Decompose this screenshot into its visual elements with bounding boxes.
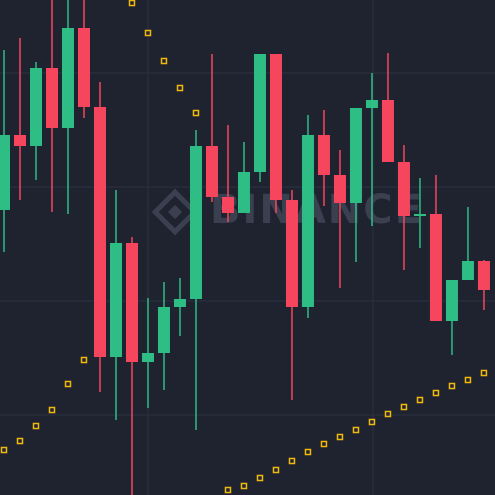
candle-body [173, 299, 186, 307]
sar-dot [32, 422, 40, 430]
sar-dot [160, 57, 168, 65]
candle-body [269, 54, 282, 200]
sar-dot [416, 396, 424, 404]
candle-body [429, 214, 442, 321]
candle-body [381, 100, 394, 162]
candle-body [253, 54, 266, 172]
candle-body [477, 261, 490, 290]
candle-body [45, 68, 58, 128]
sar-dot [16, 437, 24, 445]
candle-body [29, 68, 42, 146]
sar-dot [128, 0, 136, 7]
candle-body [333, 175, 346, 203]
sar-dot [336, 433, 344, 441]
sar-dot [464, 376, 472, 384]
candle-body [13, 135, 26, 146]
candle-body [349, 108, 362, 203]
sar-dot [448, 382, 456, 390]
sar-dot [400, 403, 408, 411]
candle-body [365, 100, 378, 108]
sar-dot [64, 380, 72, 388]
sar-dot [352, 426, 360, 434]
sar-dot [192, 109, 200, 117]
candle-body [237, 172, 250, 213]
candle-body [141, 353, 154, 362]
candle-body [301, 135, 314, 307]
sar-dot [224, 486, 232, 494]
sar-dot [304, 448, 312, 456]
candle-body [61, 28, 74, 128]
candle-body [445, 280, 458, 321]
candle-body [221, 197, 234, 213]
candle-body [125, 243, 138, 362]
candle-body [77, 28, 90, 107]
candle-body [205, 146, 218, 197]
sar-dot [432, 389, 440, 397]
sar-dot [144, 29, 152, 37]
candle-body [157, 307, 170, 353]
sar-dot [80, 356, 88, 364]
sar-dot [288, 457, 296, 465]
sar-dot [320, 440, 328, 448]
candle-body [413, 214, 426, 216]
sar-dot [48, 406, 56, 414]
candle-body [0, 135, 10, 210]
candle-body [317, 135, 330, 175]
sar-dot [368, 418, 376, 426]
sar-dot [272, 466, 280, 474]
candle-body [461, 261, 474, 280]
sar-dot [256, 474, 264, 482]
candle-body [109, 243, 122, 357]
candle-body [397, 162, 410, 216]
sar-dot [240, 482, 248, 490]
candle-body [189, 146, 202, 299]
sar-dot [0, 446, 8, 454]
candle-body [93, 107, 106, 357]
sar-dot [176, 84, 184, 92]
sar-dot [480, 369, 488, 377]
sar-dot [384, 410, 392, 418]
candle-body [285, 200, 298, 307]
